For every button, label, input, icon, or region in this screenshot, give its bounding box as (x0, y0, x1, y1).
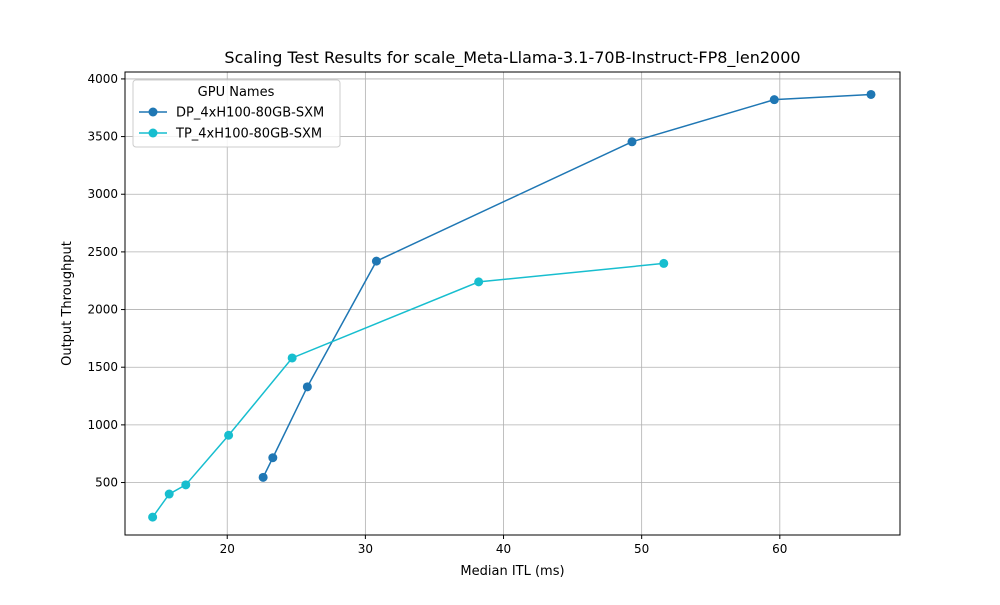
legend-box (132, 79, 341, 148)
y-tick-label: 1000 (87, 418, 118, 432)
legend-title: GPU Names (198, 85, 275, 100)
y-tick-label: 2500 (87, 245, 118, 259)
y-axis-label: Output Throughput (60, 241, 75, 366)
tp-series-point (659, 258, 669, 268)
tp-series-point (224, 430, 234, 440)
x-tick-label: 60 (772, 542, 787, 556)
chart-title: Scaling Test Results for scale_Meta-Llam… (224, 48, 800, 68)
y-tick-label: 4000 (87, 72, 118, 86)
y-tick-label: 1500 (87, 360, 118, 374)
y-tick-label: 3500 (87, 130, 118, 144)
tp-series-point (287, 353, 297, 363)
x-tick-label: 30 (358, 542, 373, 556)
dp-series (258, 89, 876, 482)
series-layer (148, 89, 876, 522)
x-tick-label: 50 (634, 542, 649, 556)
y-tick-label: 3000 (87, 187, 118, 201)
tp-series-legend-item: TP_4xH100-80GB-SXM (139, 127, 322, 142)
dp-series-point (268, 453, 278, 463)
legend-items: DP_4xH100-80GB-SXM TP_4xH100-80GB-SXM (139, 106, 324, 142)
legend: GPU Names DP_4xH100-80GB-SXM TP_4xH100-80… (132, 79, 341, 148)
dp-series-point (627, 137, 637, 147)
dp-series-point (302, 382, 312, 392)
x-axis-label: Median ITL (ms) (460, 564, 564, 579)
tp-series-line (152, 262, 664, 518)
dp-series-legend-label: DP_4xH100-80GB-SXM (176, 106, 324, 121)
tp-series-point (474, 277, 484, 287)
tp-series-point (148, 512, 158, 522)
tp-series-legend-label: TP_4xH100-80GB-SXM (175, 127, 322, 142)
tp-series (148, 258, 669, 522)
tick-layer: 20 30 40 50 60 500 1000 1500 2000 2500 3000 3500 400… (87, 72, 787, 556)
y-tick-label: 500 (95, 476, 118, 490)
y-tick-label: 2000 (87, 303, 118, 317)
dp-series-point (371, 256, 381, 266)
x-tick-label: 20 (220, 542, 235, 556)
dp-series-legend-item: DP_4xH100-80GB-SXM (139, 106, 324, 121)
dp-series-legend-marker (148, 107, 158, 117)
tp-series-point (164, 489, 174, 499)
dp-series-point (866, 89, 876, 99)
dp-series-point (769, 95, 779, 105)
x-tick-label: 40 (496, 542, 511, 556)
tp-series-point (181, 480, 191, 490)
plot-frame (124, 71, 901, 536)
tp-series-legend-marker (148, 128, 158, 138)
dp-series-point (258, 472, 268, 482)
